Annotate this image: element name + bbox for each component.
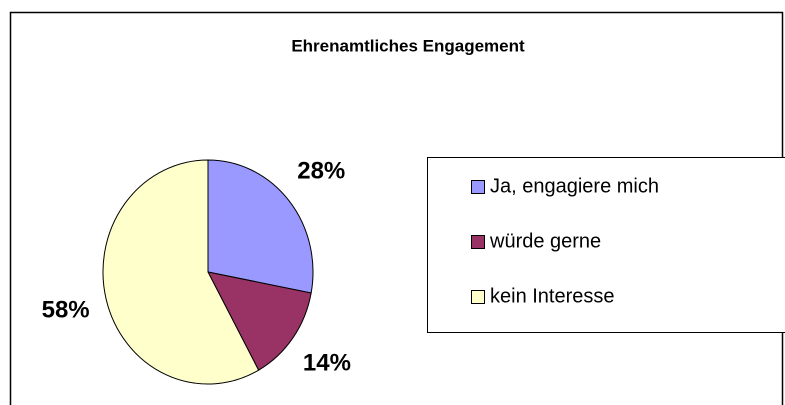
legend-swatch [471,235,485,249]
legend-swatch [471,290,485,304]
data-label: 14% [303,350,351,377]
legend-label: würde gerne [489,230,601,252]
pie-slice [102,159,260,385]
pie-slice [207,159,314,294]
chart-title: Ehrenamtliches Engagement [291,36,525,55]
legend-label: Ja, engagiere mich [490,175,659,197]
pie-slice [207,271,312,371]
legend-label: kein Interesse [490,285,615,307]
data-label: 58% [42,296,90,323]
legend-box [427,157,785,333]
legend-swatch [471,180,485,194]
data-label: 28% [297,157,345,184]
